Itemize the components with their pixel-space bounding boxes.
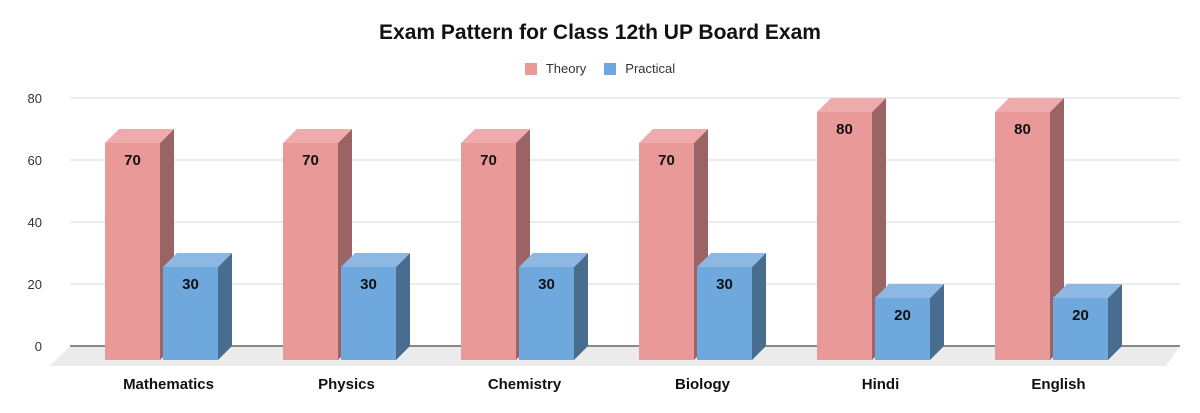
- practical-bar-english-side: [1108, 284, 1122, 360]
- practical-swatch-icon: [604, 62, 617, 75]
- theory-bar-chemistry-top: [461, 129, 530, 143]
- data-label: 80: [1014, 121, 1031, 138]
- data-label: 80: [836, 121, 853, 138]
- data-label: 20: [894, 307, 911, 324]
- legend-item-theory[interactable]: Theory: [524, 61, 587, 76]
- legend-item-practical[interactable]: Practical: [604, 61, 675, 76]
- theory-bar-hindi[interactable]: [817, 112, 872, 360]
- y-tick-label: 0: [35, 339, 42, 354]
- practical-bar-physics[interactable]: [341, 267, 396, 360]
- chart-legend: Theory Practical: [0, 61, 1200, 76]
- theory-bar-english[interactable]: [995, 112, 1050, 360]
- x-tick-label: Mathematics: [123, 376, 214, 393]
- data-label: 70: [302, 152, 319, 169]
- practical-bar-english-top: [1053, 284, 1122, 298]
- theory-bar-biology-top: [639, 129, 708, 143]
- practical-bar-chemistry[interactable]: [519, 267, 574, 360]
- practical-bar-biology-top: [697, 253, 766, 267]
- legend-label-theory: Theory: [545, 61, 587, 76]
- theory-bar-english-top: [995, 98, 1064, 112]
- practical-bar-physics-top: [341, 253, 410, 267]
- practical-bar-mathematics-top: [163, 253, 232, 267]
- x-tick-label: Hindi: [862, 376, 900, 393]
- practical-bar-mathematics[interactable]: [163, 267, 218, 360]
- theory-bar-mathematics-top: [105, 129, 174, 143]
- practical-bar-chemistry-top: [519, 253, 588, 267]
- theory-bar-physics[interactable]: [283, 143, 338, 360]
- data-label: 20: [1072, 307, 1089, 324]
- data-label: 30: [716, 276, 733, 293]
- practical-bar-hindi[interactable]: [875, 298, 930, 360]
- theory-bar-physics-top: [283, 129, 352, 143]
- x-tick-label: Chemistry: [488, 376, 562, 393]
- theory-swatch-icon: [524, 62, 537, 75]
- practical-bar-biology-side: [752, 253, 766, 360]
- data-label: 30: [538, 276, 555, 293]
- y-tick-label: 60: [28, 153, 42, 168]
- data-label: 70: [124, 152, 141, 169]
- practical-bar-english[interactable]: [1053, 298, 1108, 360]
- chart-title: Exam Pattern for Class 12th UP Board Exa…: [379, 21, 821, 44]
- theory-bar-biology[interactable]: [639, 143, 694, 360]
- data-label: 70: [658, 152, 675, 169]
- practical-bar-hindi-side: [930, 284, 944, 360]
- x-tick-label: English: [1031, 376, 1085, 393]
- data-label: 70: [480, 152, 497, 169]
- practical-bar-mathematics-side: [218, 253, 232, 360]
- legend-label-practical: Practical: [625, 61, 676, 76]
- practical-bar-chemistry-side: [574, 253, 588, 360]
- theory-bar-hindi-top: [817, 98, 886, 112]
- theory-bar-chemistry[interactable]: [461, 143, 516, 360]
- data-label: 30: [182, 276, 199, 293]
- x-tick-label: Physics: [318, 376, 375, 393]
- y-tick-label: 40: [28, 215, 42, 230]
- y-tick-label: 20: [28, 277, 42, 292]
- practical-bar-biology[interactable]: [697, 267, 752, 360]
- practical-bar-hindi-top: [875, 284, 944, 298]
- practical-bar-physics-side: [396, 253, 410, 360]
- x-tick-label: Biology: [675, 376, 731, 393]
- data-label: 30: [360, 276, 377, 293]
- y-tick-label: 80: [28, 91, 42, 106]
- theory-bar-mathematics[interactable]: [105, 143, 160, 360]
